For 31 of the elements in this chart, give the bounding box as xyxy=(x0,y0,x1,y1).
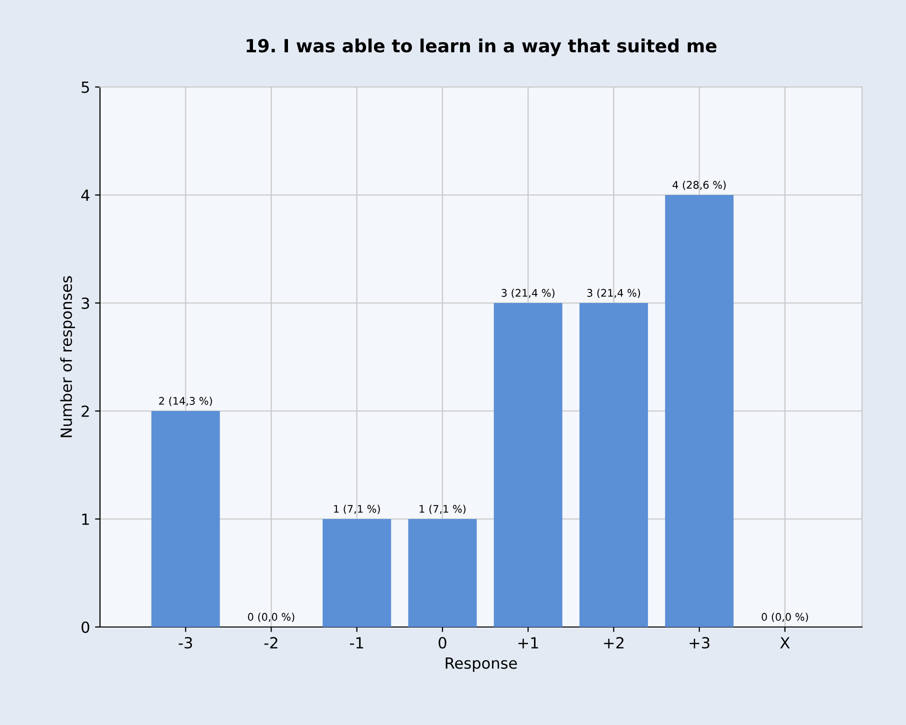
data-label: 4 (28,6 %) xyxy=(672,180,726,190)
data-label: 1 (7,1 %) xyxy=(334,504,380,514)
x-tick-label: X xyxy=(780,637,790,648)
data-label: 3 (21,4 %) xyxy=(587,288,640,298)
x-tick-label: -2 xyxy=(264,636,278,648)
x-tick-label: -1 xyxy=(350,637,364,648)
x-tick-label: +1 xyxy=(518,637,538,648)
y-tick-label: 4 xyxy=(81,190,90,201)
y-tick-label: 1 xyxy=(82,514,89,525)
bar xyxy=(322,519,392,627)
bar xyxy=(408,519,477,627)
bar xyxy=(665,195,734,627)
x-tick-label: 0 xyxy=(438,636,446,649)
y-tick-label: 0 xyxy=(82,621,90,634)
data-label: 0 (0,0 %) xyxy=(248,612,294,622)
y-tick-label: 2 xyxy=(82,405,89,417)
y-tick-label: 3 xyxy=(82,297,90,310)
bar xyxy=(494,303,562,627)
x-tick-label: +3 xyxy=(690,636,710,649)
bar xyxy=(579,303,648,627)
y-axis-title: Number of responses xyxy=(60,276,75,438)
data-label: 0 (0,0 %) xyxy=(762,612,808,622)
data-label: 1 (7,1 %) xyxy=(420,504,466,514)
chart-title: 19. I was able to learn in a way that suited me xyxy=(246,38,716,56)
y-tick-label: 5 xyxy=(82,82,89,94)
x-tick-label: -3 xyxy=(178,636,192,649)
bar xyxy=(151,411,220,627)
data-label: 3 (21,4 %) xyxy=(502,288,554,298)
data-label: 2 (14,3 %) xyxy=(159,396,212,406)
x-tick-label: +2 xyxy=(604,636,624,648)
x-axis-title: Response xyxy=(446,658,517,672)
